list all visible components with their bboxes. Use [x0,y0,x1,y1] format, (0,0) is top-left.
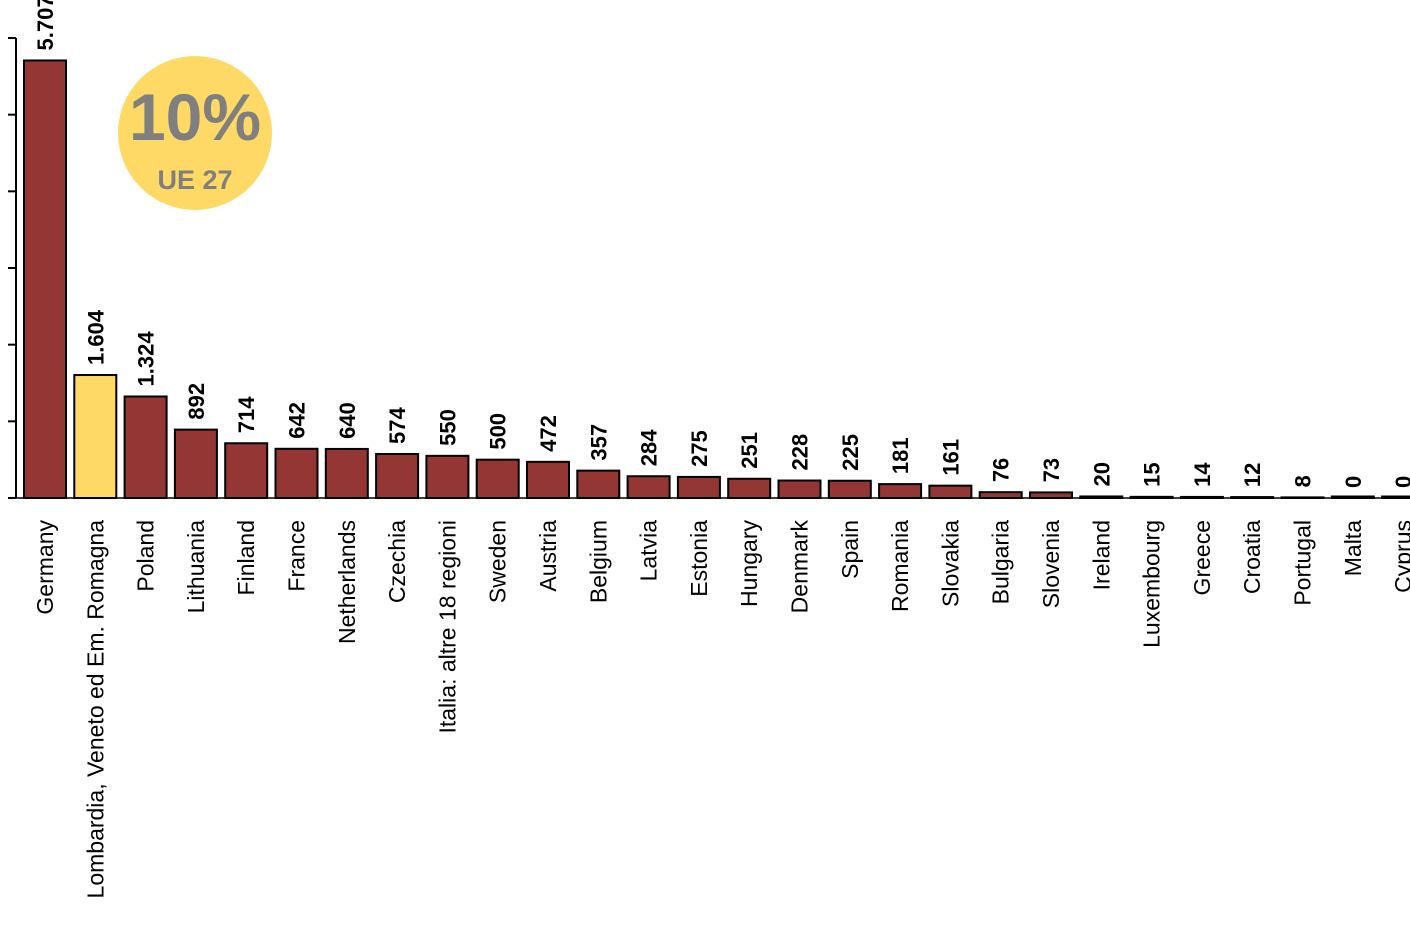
category-label: Spain [837,520,863,579]
bar-belgium [576,469,621,500]
bar-france [274,447,319,499]
category-label: Bulgaria [988,520,1014,605]
bar-spain [827,479,872,499]
category-label: Slovenia [1038,520,1064,608]
bar-greece [1179,495,1224,499]
bar-romania [878,483,923,499]
bar-denmark [777,479,822,499]
category-label: Croatia [1239,520,1265,594]
value-label: 15 [1140,462,1165,486]
category-label: Denmark [787,520,813,614]
value-label: 472 [536,415,561,452]
value-label: 1.604 [83,309,108,365]
category-labels-group: Germany Lombardia, Veneto ed Em. Romagna P… [32,520,1410,899]
bar-estonia [676,475,721,499]
value-label: 8 [1291,475,1316,487]
value-label: 14 [1190,462,1215,487]
category-label: Belgium [585,520,611,603]
bars-group [23,59,1410,500]
category-label: France [284,520,310,592]
bar-bulgaria [978,491,1023,500]
category-label: Cyprus [1390,520,1410,593]
category-label: Lombardia, Veneto ed Em. Romagna [82,520,108,899]
value-label: 181 [888,437,913,474]
category-label: Latvia [636,520,662,582]
bar-finland [224,442,269,500]
bar-italia-altre-18-regioni [425,454,470,500]
value-label: 76 [989,458,1014,482]
bar-netherlands [324,447,369,499]
value-label: 1.324 [134,331,159,387]
badge-value: 10% [129,80,261,154]
category-label: Slovakia [937,520,963,607]
value-label: 714 [234,396,259,433]
bar-slovenia [1029,491,1073,499]
value-label: 640 [335,402,360,439]
category-label: Poland [133,520,159,592]
badge-circle [118,56,272,210]
value-label: 642 [285,402,310,439]
category-label: Czechia [384,520,410,603]
category-label: Italia: altre 18 regioni [434,520,460,734]
value-label: 161 [938,439,963,476]
value-label: 892 [184,383,209,420]
value-label: 228 [788,434,813,471]
bar-cyprus [1381,495,1410,499]
value-label: 0 [1391,476,1410,488]
category-label: Lithuania [183,520,209,614]
category-label: Malta [1340,520,1366,576]
category-label: Germany [32,520,58,615]
category-label: Ireland [1088,520,1114,590]
bar-poland [123,395,168,500]
category-label: Austria [535,520,561,592]
share-badge: 10% UE 27 [118,56,272,210]
bar-malta [1330,495,1375,499]
value-label: 574 [385,407,410,444]
category-label: Hungary [736,520,762,607]
bar-hungary [727,477,772,499]
category-label: Greece [1189,520,1215,595]
value-label: 550 [435,409,460,446]
value-label: 12 [1240,463,1265,487]
category-label: Netherlands [334,520,360,644]
bar-lithuania [173,428,218,500]
bar-ireland [1079,495,1124,500]
bar-czechia [375,452,420,500]
bar-latvia [626,475,671,499]
value-label: 500 [486,413,511,450]
value-labels-group: 5.707 1.604 1.324 892 714 642 640 574 550 500 472 3… [33,0,1410,488]
category-label: Estonia [686,520,712,597]
bar-lombardia-veneto-ed-em-romagna [73,374,118,500]
value-label: 251 [737,432,762,469]
bar-croatia [1230,496,1275,499]
bar-slovakia [928,484,973,500]
value-label: 20 [1089,462,1114,486]
value-label: 5.707 [33,0,58,50]
value-label: 275 [687,430,712,467]
value-label: 0 [1341,476,1366,488]
bar-luxembourg [1129,495,1174,500]
value-label: 357 [586,424,611,461]
value-label: 73 [1039,458,1064,482]
category-label: Finland [233,520,259,595]
category-label: Portugal [1290,520,1316,606]
value-label: 225 [838,434,863,471]
badge-label: UE 27 [157,165,232,195]
category-label: Luxembourg [1139,520,1165,648]
bar-austria [526,460,570,499]
value-label: 284 [637,429,662,466]
category-label: Romania [887,520,913,612]
bar-portugal [1280,496,1325,499]
bar-sweden [475,458,520,499]
category-label: Sweden [485,520,511,603]
bar-germany [23,59,67,499]
